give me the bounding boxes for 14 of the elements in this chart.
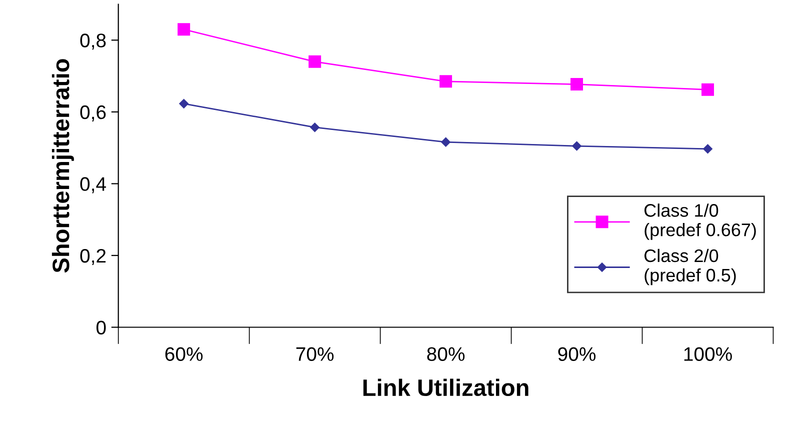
legend-label: Class 1/0 (predef 0.667) [644, 204, 756, 240]
x-tick-label: 60% [165, 347, 203, 361]
x-axis-title: Link Utilization [363, 378, 528, 396]
x-tick-label: 80% [427, 347, 465, 361]
y-tick-label: 0,6 [80, 105, 106, 122]
x-tick-label: 70% [296, 347, 334, 361]
x-tick-label: 90% [558, 347, 596, 361]
y-tick-label: 0,2 [80, 248, 106, 266]
x-tick-label: 100% [684, 347, 732, 361]
y-tick-label: 0 [96, 320, 106, 334]
y-tick-label: 0,8 [80, 34, 106, 50]
legend-label: Class 2/0 (predef 0.5) [644, 248, 736, 286]
y-axis-title: Shorttermjitterratio [52, 59, 74, 273]
y-tick-label: 0,4 [80, 177, 106, 194]
